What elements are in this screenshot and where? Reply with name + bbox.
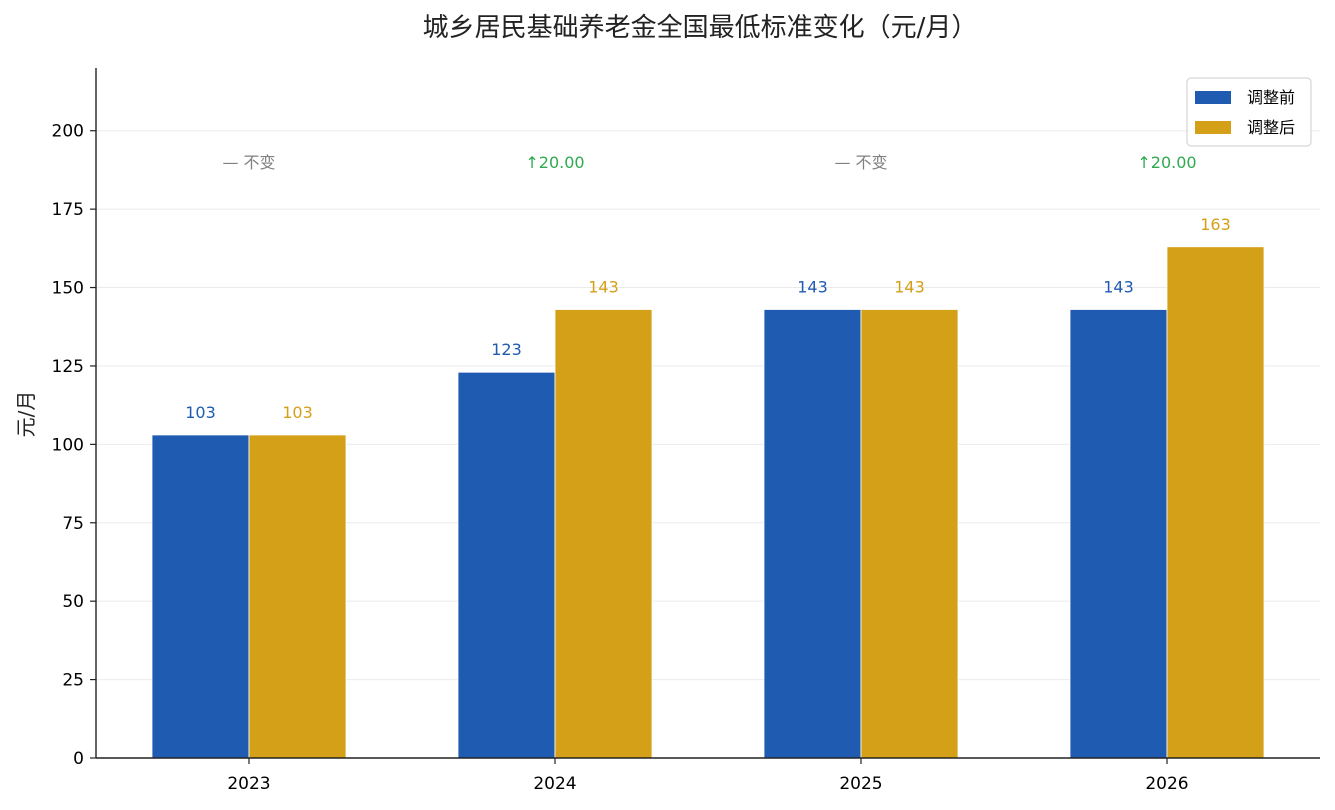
y-tick-label: 200 <box>52 122 84 142</box>
bar-调整后-2025 <box>860 309 959 759</box>
change-annotation: — 不变 <box>834 153 887 172</box>
change-annotation: — 不变 <box>222 153 275 172</box>
x-tick-label: 2026 <box>1145 774 1188 794</box>
data-label: 143 <box>588 278 619 297</box>
y-tick-label: 25 <box>62 671 84 691</box>
bar-调整前-2024 <box>457 371 556 759</box>
y-axis-label: 元/月 <box>14 391 38 438</box>
legend-label: 调整后 <box>1247 118 1295 137</box>
y-tick-label: 50 <box>62 592 84 612</box>
y-tick-label: 75 <box>62 514 84 534</box>
bar-调整后-2023 <box>248 434 347 759</box>
y-tick-label: 100 <box>52 435 84 455</box>
data-label: 163 <box>1200 215 1231 234</box>
data-label: 123 <box>491 340 522 359</box>
data-label: 143 <box>797 278 828 297</box>
x-tick-label: 2025 <box>839 774 882 794</box>
data-label: 143 <box>894 278 925 297</box>
x-tick-label: 2024 <box>533 774 576 794</box>
data-label: 103 <box>185 403 216 422</box>
y-tick-label: 150 <box>52 279 84 299</box>
bar-调整前-2026 <box>1069 309 1168 759</box>
axes: 0 25 50 75 100 125 150 175 200 2023 2024 2025 2026 <box>52 68 1320 794</box>
legend-swatch <box>1195 91 1231 104</box>
legend-label: 调整前 <box>1247 88 1295 107</box>
y-tick-label: 175 <box>52 200 84 220</box>
data-label: 143 <box>1103 278 1134 297</box>
bar-调整后-2026 <box>1166 246 1265 759</box>
chart-title: 城乡居民基础养老金全国最低标准变化（元/月） <box>423 13 978 43</box>
x-tick-label: 2023 <box>227 774 270 794</box>
change-annotation: ↑20.00 <box>1137 153 1196 172</box>
change-annotation: ↑20.00 <box>525 153 584 172</box>
bar-调整后-2024 <box>554 309 653 759</box>
bars <box>151 246 1265 759</box>
y-tick-label: 125 <box>52 357 84 377</box>
y-tick-label: 0 <box>73 749 84 769</box>
legend-swatch <box>1195 121 1231 134</box>
value-labels: 103 103 — 不变 123 143 ↑20.00 143 143 — 不变 143 163 ↑2… <box>185 153 1231 422</box>
bar-调整前-2025 <box>763 309 862 759</box>
bar-调整前-2023 <box>151 434 250 759</box>
data-label: 103 <box>282 403 313 422</box>
